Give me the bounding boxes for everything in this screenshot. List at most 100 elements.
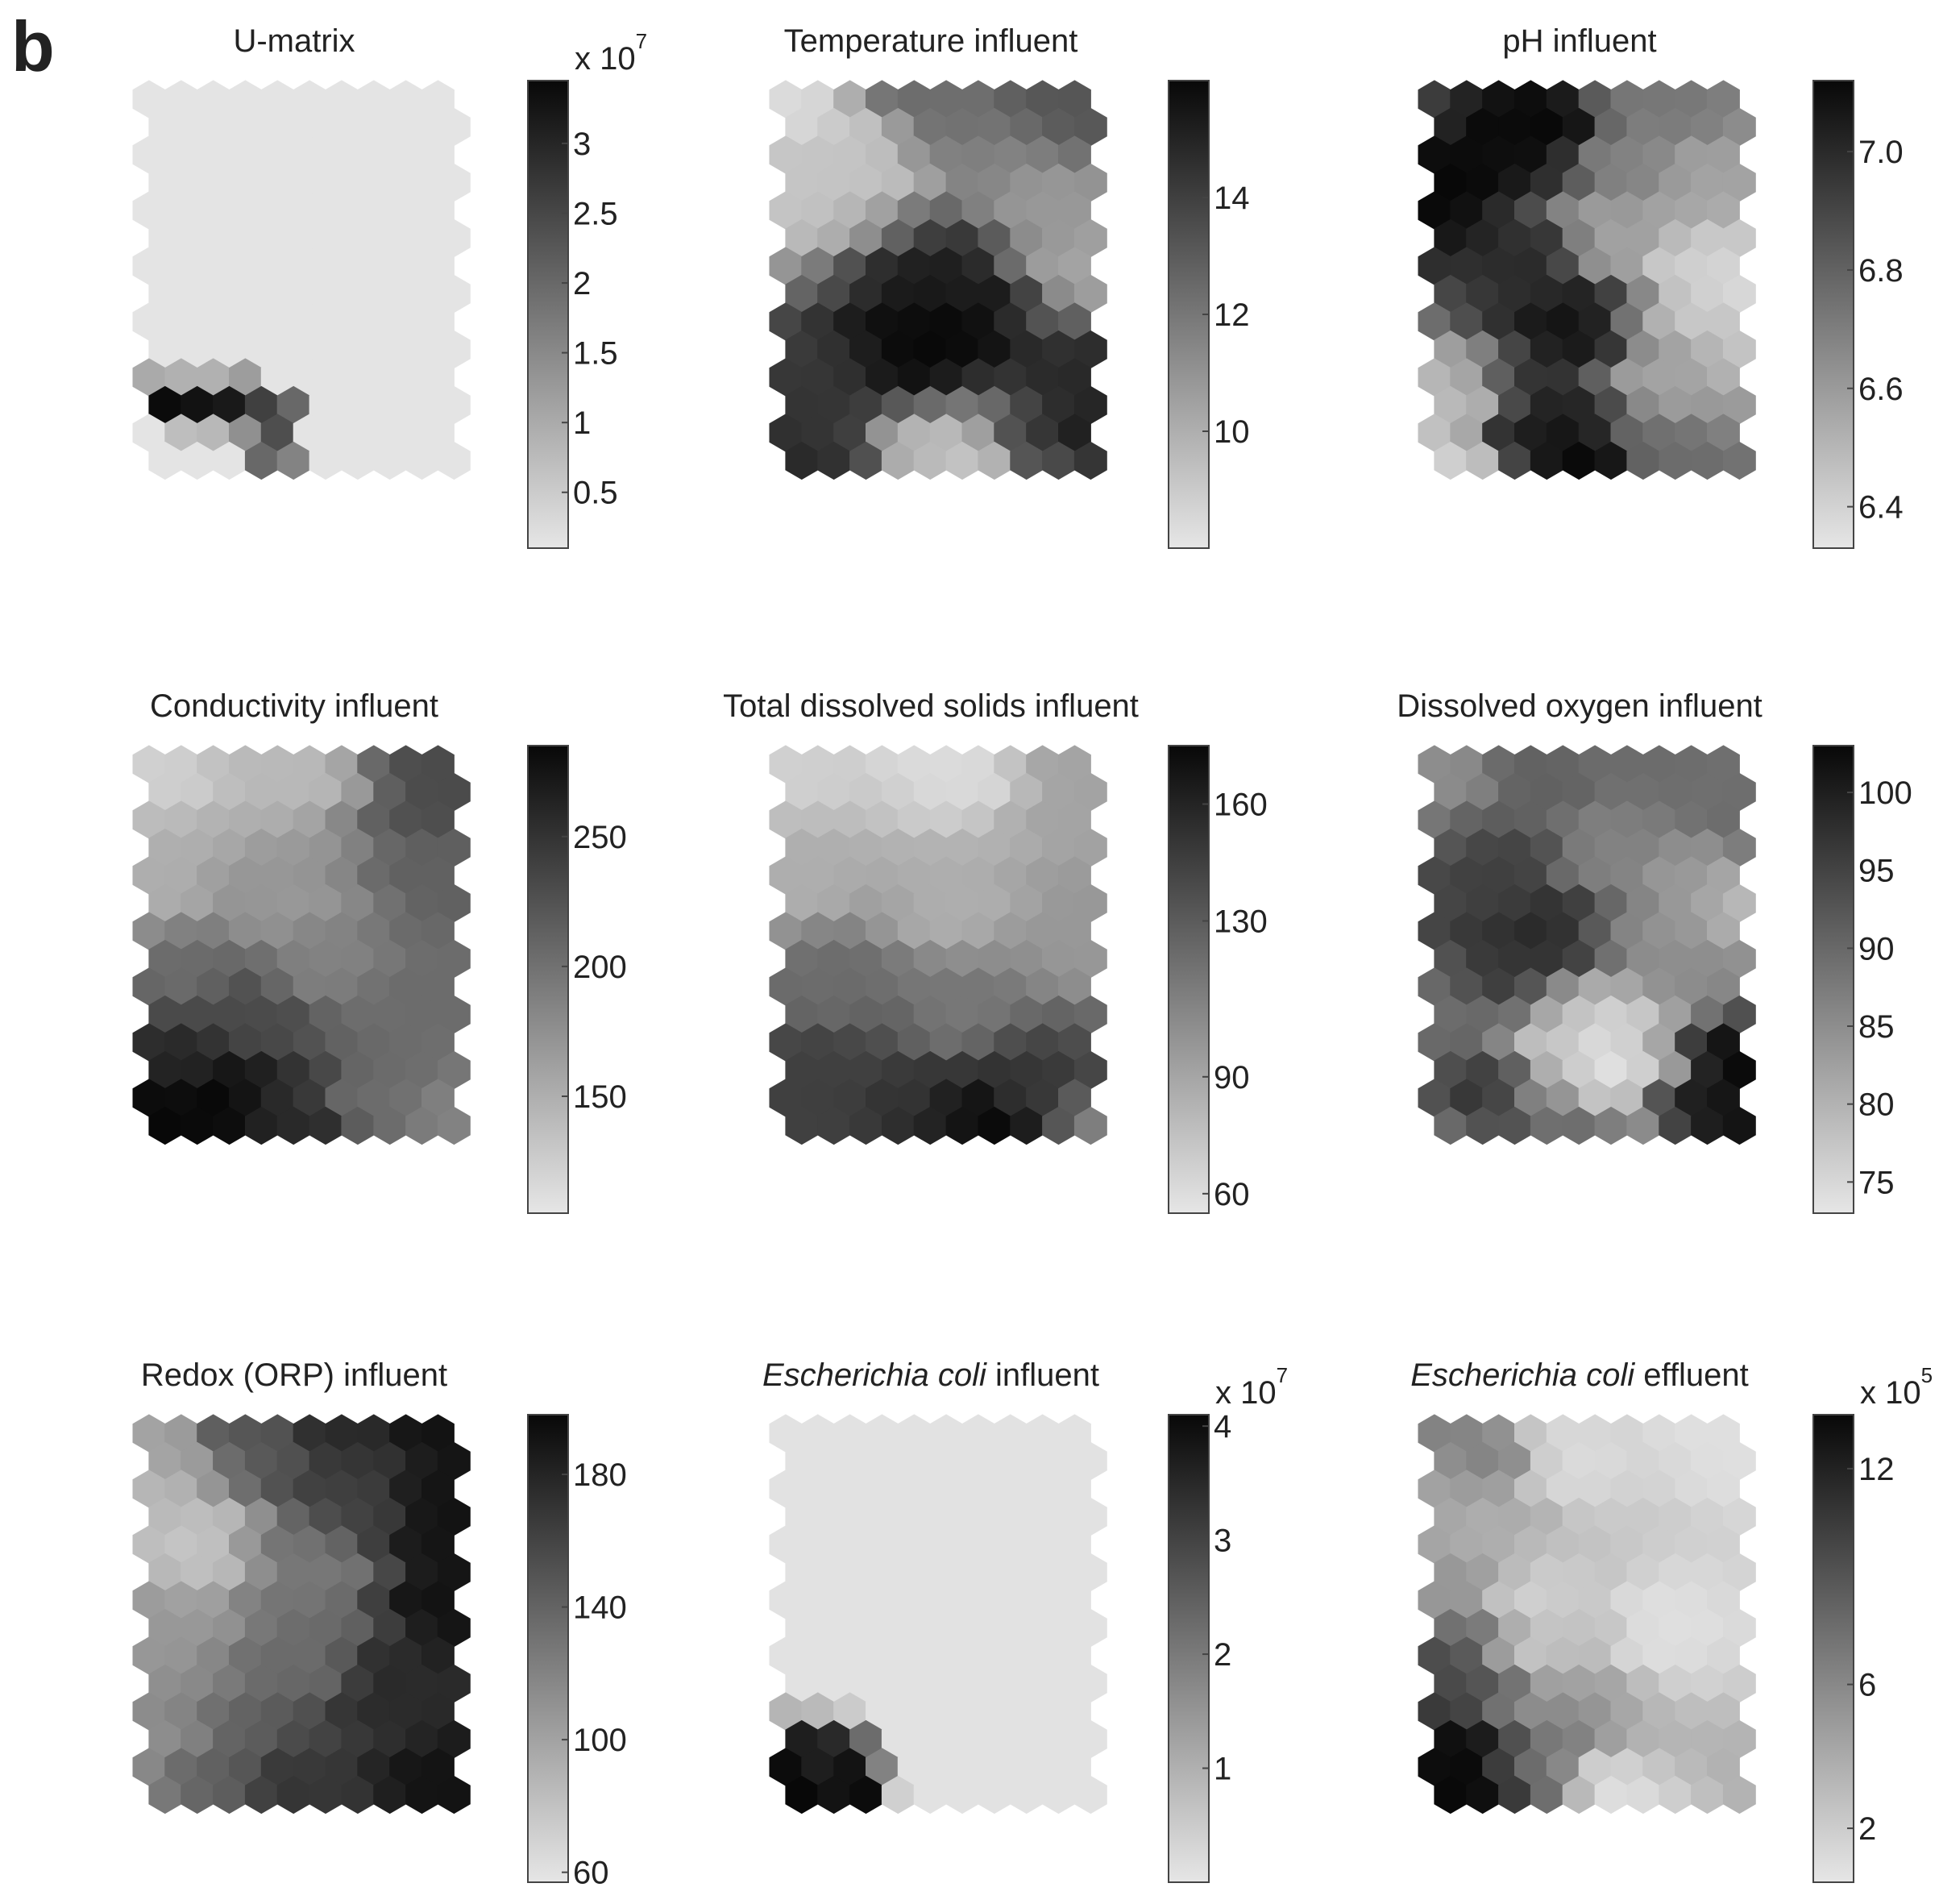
hex-cell [1642, 912, 1676, 950]
hex-cell [1434, 1050, 1468, 1090]
hex-cell [276, 163, 310, 202]
hex-cell [229, 1525, 262, 1564]
hex-cell [1042, 1719, 1075, 1759]
hex-cell [1610, 247, 1644, 285]
hex-cell [1707, 1581, 1740, 1619]
hex-cell [994, 1470, 1028, 1508]
hex-cell [181, 1106, 214, 1145]
hex-cell [1434, 772, 1468, 812]
hex-cell [1659, 385, 1692, 425]
hex-cell [897, 1470, 931, 1508]
hex-cell [309, 218, 343, 258]
hex-cell [978, 828, 1011, 867]
hex-cell [1042, 1106, 1075, 1145]
hex-cell [1594, 1719, 1628, 1759]
hex-cell [1626, 995, 1660, 1034]
hex-cell [945, 939, 979, 979]
hex-cell [913, 1050, 947, 1090]
hex-cell [1626, 1608, 1660, 1648]
hex-cell [1026, 1023, 1060, 1062]
hex-cell [405, 163, 438, 202]
hex-cell [1010, 330, 1044, 369]
hex-cell [1691, 218, 1724, 258]
hex-cell [341, 772, 375, 812]
hex-cell [785, 1050, 819, 1090]
hex-cell [244, 163, 278, 202]
hex-cell [1691, 1775, 1724, 1815]
hex-cell [961, 912, 995, 950]
hex-cell [978, 441, 1011, 480]
hex-cell [897, 745, 931, 784]
hex-cell [1562, 1608, 1596, 1648]
hex-cell [437, 1608, 471, 1648]
hex-cell [978, 107, 1011, 147]
hex-cell [197, 800, 230, 839]
hex-cell [1042, 1775, 1075, 1815]
hex-cell [309, 828, 343, 867]
hex-cell [1530, 939, 1563, 979]
hex-cell [1482, 302, 1515, 341]
hex-cell [1546, 1414, 1580, 1453]
chart-panel: Escherichia coli effluent 2 6 12 x 105 [1410, 1357, 1933, 1883]
hex-cell [164, 302, 198, 341]
hex-cell [148, 1106, 182, 1145]
hex-cell [961, 1079, 995, 1117]
hex-cell [373, 330, 407, 369]
colorbar [1812, 80, 1854, 549]
hex-cell [801, 912, 835, 950]
hex-cell [148, 772, 182, 812]
hex-cell [276, 1775, 310, 1815]
hex-cell [1642, 1692, 1676, 1731]
hex-cell [913, 385, 947, 425]
hex-cell [978, 1050, 1011, 1090]
hex-cell [1514, 1525, 1547, 1564]
hex-cell [389, 1470, 423, 1508]
colorbar-tick-label: 14 [1214, 181, 1250, 216]
hex-cell [421, 1023, 455, 1062]
colorbar [527, 80, 569, 549]
hex-cell [229, 967, 262, 1006]
hex-cell [929, 1525, 963, 1564]
hex-cell [1691, 385, 1724, 425]
hex-cell [1707, 745, 1740, 784]
hex-cell [229, 1023, 262, 1062]
hex-cell [1434, 385, 1468, 425]
hex-cell [1466, 939, 1500, 979]
hex-cell [213, 1441, 246, 1481]
hex-cell [276, 1441, 310, 1481]
hex-cell [994, 856, 1028, 895]
hex-cell [1642, 800, 1676, 839]
hex-cell [945, 1608, 979, 1648]
hex-cell [437, 883, 471, 923]
hex-cell [389, 1414, 423, 1453]
hex-cell [1042, 1608, 1075, 1648]
hex-cell [357, 1414, 391, 1453]
hex-cell [1562, 385, 1596, 425]
hex-cell [276, 883, 310, 923]
hex-cell [1594, 1608, 1628, 1648]
hex-cell [897, 1023, 931, 1062]
hex-cell [164, 80, 198, 118]
hex-cell [785, 828, 819, 867]
hex-map [132, 80, 471, 480]
hex-cell [1562, 1553, 1596, 1592]
hex-cell [1450, 967, 1484, 1006]
hex-cell [389, 912, 423, 950]
hex-cell [325, 1470, 359, 1508]
hex-cell [785, 1497, 819, 1536]
hex-cell [405, 441, 438, 480]
hex-cell [1073, 1664, 1107, 1703]
hex-cell [1514, 1470, 1547, 1508]
hex-cell [1707, 247, 1740, 285]
hex-cell [849, 330, 882, 369]
hex-cell [929, 1636, 963, 1675]
hex-cell [229, 1581, 262, 1619]
hex-cell [1058, 800, 1091, 839]
hex-cell [929, 247, 963, 285]
hex-map [1418, 745, 1756, 1145]
hex-cell [913, 218, 947, 258]
hex-cell [1482, 1414, 1515, 1453]
hex-cell [849, 441, 882, 480]
hex-cell [913, 1664, 947, 1703]
hex-cell [1578, 247, 1612, 285]
